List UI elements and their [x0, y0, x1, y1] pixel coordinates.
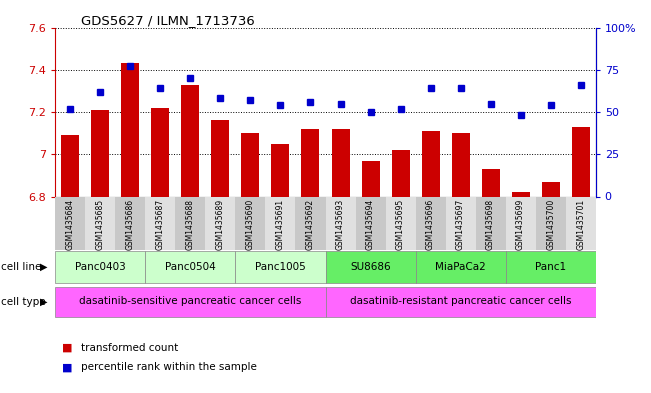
Text: transformed count: transformed count: [81, 343, 178, 353]
Bar: [355, 196, 385, 250]
Bar: [536, 196, 566, 250]
Text: GSM1435700: GSM1435700: [546, 199, 555, 250]
Bar: [566, 196, 596, 250]
Text: GSM1435693: GSM1435693: [336, 199, 345, 250]
Text: GSM1435701: GSM1435701: [576, 199, 585, 250]
Bar: [326, 252, 415, 283]
Text: GSM1435695: GSM1435695: [396, 199, 405, 250]
Bar: [476, 196, 506, 250]
Bar: [445, 196, 476, 250]
Bar: [61, 135, 79, 196]
Bar: [415, 252, 506, 283]
Bar: [266, 196, 296, 250]
Text: GSM1435697: GSM1435697: [456, 199, 465, 250]
Bar: [506, 196, 536, 250]
Bar: [145, 196, 175, 250]
Text: MiaPaCa2: MiaPaCa2: [436, 261, 486, 272]
Bar: [121, 63, 139, 196]
Text: GSM1435698: GSM1435698: [486, 199, 495, 250]
Text: GSM1435687: GSM1435687: [156, 199, 165, 250]
Text: GSM1435694: GSM1435694: [366, 199, 375, 250]
Bar: [422, 131, 439, 196]
Bar: [85, 196, 115, 250]
Bar: [415, 196, 445, 250]
Bar: [152, 108, 169, 196]
Text: Panc0504: Panc0504: [165, 261, 215, 272]
Bar: [301, 129, 320, 196]
Bar: [326, 286, 596, 317]
Bar: [361, 161, 380, 196]
Bar: [236, 196, 266, 250]
Text: GSM1435699: GSM1435699: [516, 199, 525, 250]
Bar: [55, 286, 325, 317]
Text: GSM1435690: GSM1435690: [246, 199, 255, 250]
Bar: [271, 144, 290, 196]
Text: percentile rank within the sample: percentile rank within the sample: [81, 362, 257, 373]
Bar: [145, 252, 236, 283]
Bar: [512, 192, 530, 196]
Text: dasatinib-resistant pancreatic cancer cells: dasatinib-resistant pancreatic cancer ce…: [350, 296, 572, 306]
Bar: [115, 196, 145, 250]
Text: GDS5627 / ILMN_1713736: GDS5627 / ILMN_1713736: [81, 14, 255, 27]
Bar: [331, 129, 350, 196]
Bar: [242, 133, 260, 196]
Text: GSM1435692: GSM1435692: [306, 199, 315, 250]
Bar: [452, 133, 469, 196]
Bar: [55, 252, 145, 283]
Text: GSM1435696: GSM1435696: [426, 199, 435, 250]
Text: GSM1435689: GSM1435689: [216, 199, 225, 250]
Text: ▶: ▶: [40, 262, 48, 272]
Text: Panc0403: Panc0403: [75, 261, 126, 272]
Text: ■: ■: [62, 343, 72, 353]
Bar: [212, 121, 229, 196]
Bar: [91, 110, 109, 196]
Text: dasatinib-sensitive pancreatic cancer cells: dasatinib-sensitive pancreatic cancer ce…: [79, 296, 301, 306]
Bar: [385, 196, 415, 250]
Bar: [55, 196, 85, 250]
Text: Panc1005: Panc1005: [255, 261, 306, 272]
Bar: [391, 150, 409, 196]
Text: GSM1435691: GSM1435691: [276, 199, 285, 250]
Bar: [296, 196, 326, 250]
Text: GSM1435685: GSM1435685: [96, 199, 105, 250]
Text: GSM1435688: GSM1435688: [186, 199, 195, 250]
Bar: [506, 252, 596, 283]
Text: Panc1: Panc1: [535, 261, 566, 272]
Text: ■: ■: [62, 362, 72, 373]
Text: GSM1435684: GSM1435684: [66, 199, 75, 250]
Bar: [482, 169, 499, 196]
Text: ▶: ▶: [40, 297, 48, 307]
Text: cell line: cell line: [1, 262, 42, 272]
Bar: [542, 182, 560, 196]
Bar: [206, 196, 236, 250]
Bar: [182, 84, 199, 196]
Bar: [236, 252, 326, 283]
Text: cell type: cell type: [1, 297, 46, 307]
Text: SU8686: SU8686: [350, 261, 391, 272]
Text: GSM1435686: GSM1435686: [126, 199, 135, 250]
Bar: [572, 127, 590, 196]
Bar: [175, 196, 206, 250]
Bar: [326, 196, 355, 250]
